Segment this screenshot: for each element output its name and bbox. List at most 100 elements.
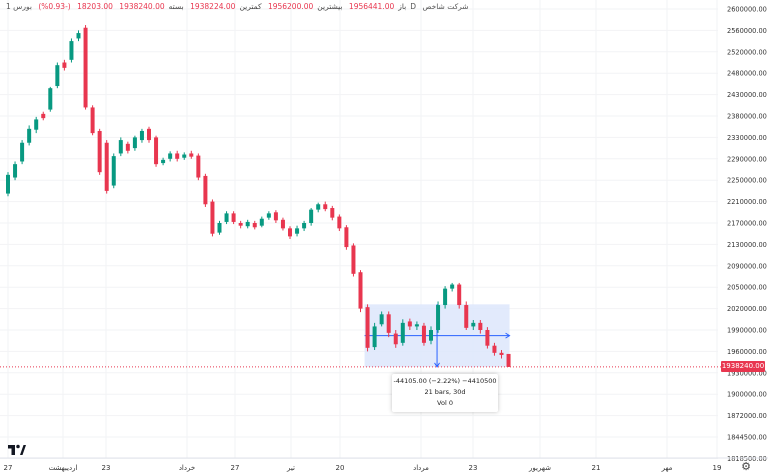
candle-body xyxy=(372,326,377,348)
y-tick-label: 1872000.00 xyxy=(727,412,767,420)
candle-body xyxy=(421,325,426,343)
candle-body xyxy=(266,213,271,218)
y-tick-label: 2380000.00 xyxy=(727,113,767,121)
measure-volume: Vol 0 xyxy=(437,399,453,407)
y-tick-label: 1844500.00 xyxy=(727,434,767,442)
x-tick-label: خرداد xyxy=(179,464,195,472)
candle-body xyxy=(323,204,328,210)
legend-low-value: 1938224.00 xyxy=(190,2,236,11)
candle-body xyxy=(330,208,335,218)
y-tick-label: 2520000.00 xyxy=(727,48,767,56)
time-axis: 27 اردیبهشت 23 خرداد 27 تیر 20 مرداد 23 شهریور 21 م… xyxy=(0,457,768,472)
y-tick-label: 2250000.00 xyxy=(727,177,767,185)
y-tick-label: 2020000.00 xyxy=(727,305,767,313)
x-tick-label: 19 xyxy=(713,464,722,472)
measure-info-box: -44105.00 (−2.22%) −4410500 21 bars, 30d… xyxy=(392,374,498,412)
y-tick-label: 2050000.00 xyxy=(727,284,767,292)
last-price-label: 1938240.00 xyxy=(721,361,765,373)
candle-body xyxy=(464,305,469,328)
x-tick-label: شهریور xyxy=(528,464,551,472)
candle-body xyxy=(450,284,455,289)
y-tick-label: 2130000.00 xyxy=(727,241,767,249)
candle-body xyxy=(189,153,194,157)
candle-body xyxy=(309,209,314,223)
y-tick-label: 2330000.00 xyxy=(727,134,767,142)
legend-open-label: باز xyxy=(398,2,407,11)
grid xyxy=(0,0,718,459)
candle-body xyxy=(62,62,67,68)
candle-body xyxy=(132,137,137,149)
x-tick-label: تیر xyxy=(286,464,295,472)
y-tick-label: 1930000.00 xyxy=(727,369,767,377)
candle-body xyxy=(118,140,123,154)
candle-body xyxy=(386,314,391,333)
x-tick-label: مرداد xyxy=(413,464,429,472)
candle-body xyxy=(259,218,264,226)
candle-body xyxy=(358,272,363,309)
candle-body xyxy=(379,314,384,325)
candle-body xyxy=(125,143,130,151)
candle-body xyxy=(48,88,53,110)
legend-close-label: بسته xyxy=(168,2,184,11)
candle-body xyxy=(111,156,116,186)
candle-body xyxy=(69,41,74,60)
y-tick-label: 1900000.00 xyxy=(727,391,767,399)
candle-body xyxy=(168,153,173,159)
legend-change: 18203.00 xyxy=(77,2,113,11)
candle-body xyxy=(344,227,349,248)
y-tick-label: 1818500.00 xyxy=(727,455,767,463)
y-tick-label: 2560000.00 xyxy=(727,27,767,35)
y-tick-label: 2480000.00 xyxy=(727,70,767,78)
legend-open-value: 1956441.00 xyxy=(348,2,395,11)
candle-body xyxy=(34,119,39,130)
legend-interval[interactable]: 1D xyxy=(6,2,417,11)
candle-body xyxy=(351,245,356,274)
candle-body xyxy=(104,142,109,191)
legend: باز1956441.00 بیشترین1956200.00 کمترین19… xyxy=(6,2,473,11)
x-tick-label: 27 xyxy=(231,464,240,472)
candle-body xyxy=(210,201,215,234)
y-tick-label: 2430000.00 xyxy=(727,91,767,99)
candle-body xyxy=(27,128,32,143)
candle-body xyxy=(83,27,88,108)
gear-icon[interactable]: ⚙ xyxy=(741,460,751,473)
x-tick-label: مهر xyxy=(661,464,673,472)
candle-body xyxy=(182,154,187,158)
candle-body xyxy=(280,219,285,229)
y-tick-label: 1990000.00 xyxy=(727,327,767,335)
candle-body xyxy=(13,164,18,178)
measure-change: -44105.00 (−2.22%) −4410500 xyxy=(393,377,497,385)
candle-body xyxy=(471,322,476,327)
y-tick-label: 2210000.00 xyxy=(727,198,767,206)
candle-body xyxy=(400,322,405,343)
candle-body xyxy=(245,221,250,227)
y-tick-label: 2170000.00 xyxy=(727,220,767,228)
candle-body xyxy=(393,333,398,345)
candle-body xyxy=(273,212,278,221)
tradingview-logo[interactable] xyxy=(8,442,26,456)
candle-body xyxy=(478,322,483,330)
candle-body xyxy=(302,223,307,229)
candle-body xyxy=(203,175,208,205)
candle-body xyxy=(485,330,490,346)
candle-body xyxy=(288,228,292,237)
x-tick-label: 21 xyxy=(592,464,601,472)
candle-body xyxy=(231,213,236,222)
legend-symbol[interactable]: شرکت شاخص xyxy=(422,2,469,11)
y-tick-label: 2600000.00 xyxy=(727,6,767,14)
candle-body xyxy=(147,128,151,141)
candle-body xyxy=(90,107,95,134)
candle-body xyxy=(175,153,180,159)
measure-arrow-h-head xyxy=(505,332,511,339)
candle-body xyxy=(224,213,229,222)
legend-change-pct: (-0.93%) xyxy=(38,2,71,11)
candle-body xyxy=(154,137,159,165)
candle-body xyxy=(139,130,144,141)
candle-body xyxy=(76,33,81,39)
candle-body xyxy=(429,330,433,341)
y-tick-label: 2090000.00 xyxy=(727,262,767,270)
candle-body xyxy=(316,204,321,210)
y-tick-label: 2290000.00 xyxy=(727,155,767,163)
